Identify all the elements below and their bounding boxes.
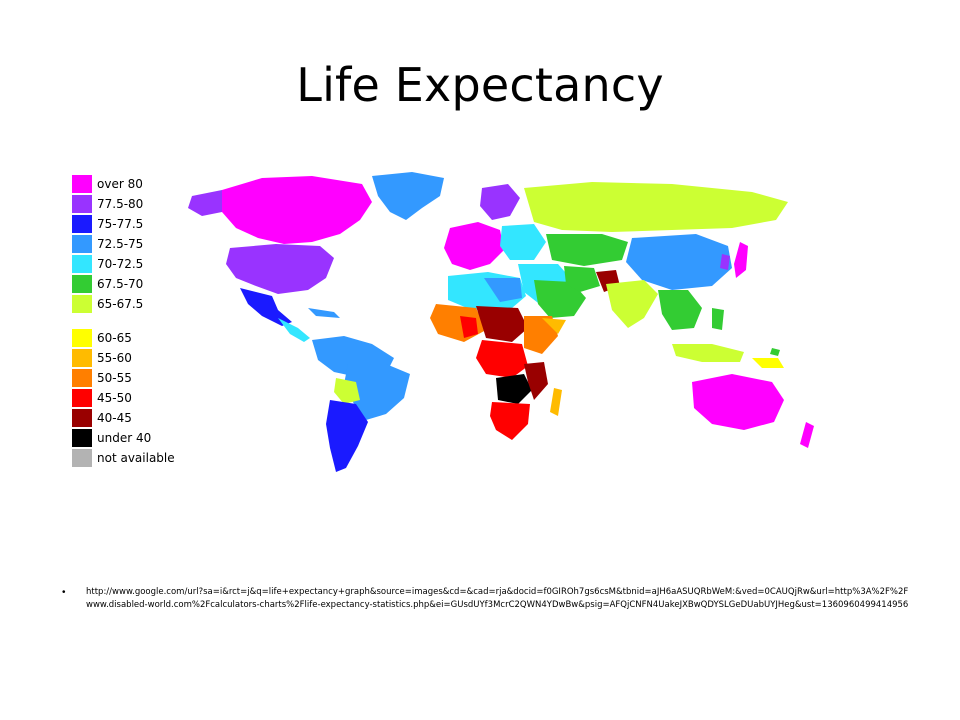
region-iran [564, 266, 600, 292]
region-japan [734, 242, 748, 278]
legend-label: 65-67.5 [97, 297, 144, 311]
legend-label: 75-77.5 [97, 217, 144, 231]
legend-label: 77.5-80 [97, 197, 144, 211]
legend-item: over 80 [72, 174, 143, 194]
legend-label: 45-50 [97, 391, 132, 405]
region-russia [524, 182, 788, 232]
region-southeast-asia [658, 290, 702, 330]
region-south-asia [606, 280, 658, 328]
legend-label: over 80 [97, 177, 143, 191]
region-southeast-africa [524, 362, 548, 400]
legend-item: 77.5-80 [72, 194, 143, 214]
region-horn-africa [542, 318, 566, 334]
slide-title: Life Expectancy [296, 58, 664, 112]
region-west-africa-b [460, 316, 478, 338]
legend-label: 70-72.5 [97, 257, 144, 271]
legend-item: 40-45 [72, 408, 132, 428]
legend-swatch [72, 255, 92, 273]
region-papua [752, 358, 784, 368]
region-indonesia [672, 344, 744, 362]
legend-item: 50-55 [72, 368, 132, 388]
region-western-europe [444, 222, 504, 270]
region-central-africa [476, 340, 528, 378]
legend-swatch [72, 195, 92, 213]
region-sahel [476, 306, 528, 342]
legend-item: 70-72.5 [72, 254, 143, 274]
region-central-america [278, 318, 310, 342]
legend-swatch [72, 409, 92, 427]
region-mexico [240, 288, 292, 326]
legend-swatch [72, 349, 92, 367]
legend-swatch [72, 295, 92, 313]
region-greenland [372, 172, 444, 220]
legend-item: 45-50 [72, 388, 132, 408]
legend-swatch [72, 429, 92, 447]
region-china [626, 234, 732, 290]
legend-swatch [72, 369, 92, 387]
region-new-zealand [800, 422, 814, 448]
region-brazil [344, 364, 410, 420]
legend-item: 67.5-70 [72, 274, 143, 294]
legend-swatch [72, 449, 92, 467]
legend-label: 67.5-70 [97, 277, 144, 291]
legend-item: 75-77.5 [72, 214, 143, 234]
region-philippines [712, 308, 724, 330]
region-korea [720, 254, 730, 270]
region-southern-africa [490, 402, 530, 440]
region-scandinavia [480, 184, 520, 220]
region-libya-egypt [484, 278, 522, 302]
legend-label: under 40 [97, 431, 152, 445]
world-map-svg [188, 172, 814, 472]
legend-label: 50-55 [97, 371, 132, 385]
region-pacific-islands [770, 348, 780, 356]
source-url-link[interactable]: http://www.google.com/url?sa=i&rct=j&q=l… [86, 587, 909, 610]
legend-swatch [72, 275, 92, 293]
region-madagascar [550, 388, 562, 416]
region-canada [222, 176, 372, 244]
region-bolivia [334, 378, 360, 404]
legend-label: 55-60 [97, 351, 132, 365]
region-usa [226, 244, 334, 294]
legend-swatch [72, 389, 92, 407]
legend-item: 72.5-75 [72, 234, 143, 254]
region-southern-central [496, 374, 532, 404]
region-australia [692, 374, 784, 430]
source-citation: • http://www.google.com/url?sa=i&rct=j&q… [62, 586, 912, 611]
legend-item: 55-60 [72, 348, 132, 368]
legend-label: 40-45 [97, 411, 132, 425]
legend-label: 60-65 [97, 331, 132, 345]
legend-swatch [72, 329, 92, 347]
region-caribbean [308, 308, 340, 318]
legend-swatch [72, 175, 92, 193]
legend-item: not available [72, 448, 175, 468]
bullet-marker: • [62, 587, 66, 598]
region-alaska [188, 190, 222, 216]
region-eastern-europe [500, 224, 546, 260]
region-central-asia [546, 234, 628, 266]
legend-label: not available [97, 451, 175, 465]
region-arabia [534, 280, 586, 318]
world-life-expectancy-map: over 80 77.5-80 75-77.5 72.5-75 70-72.5 … [72, 168, 844, 482]
legend-swatch [72, 235, 92, 253]
legend-swatch [72, 215, 92, 233]
region-southern-cone [326, 400, 368, 472]
legend-item: 65-67.5 [72, 294, 143, 314]
legend-item: under 40 [72, 428, 151, 448]
legend-item: 60-65 [72, 328, 132, 348]
legend-label: 72.5-75 [97, 237, 144, 251]
